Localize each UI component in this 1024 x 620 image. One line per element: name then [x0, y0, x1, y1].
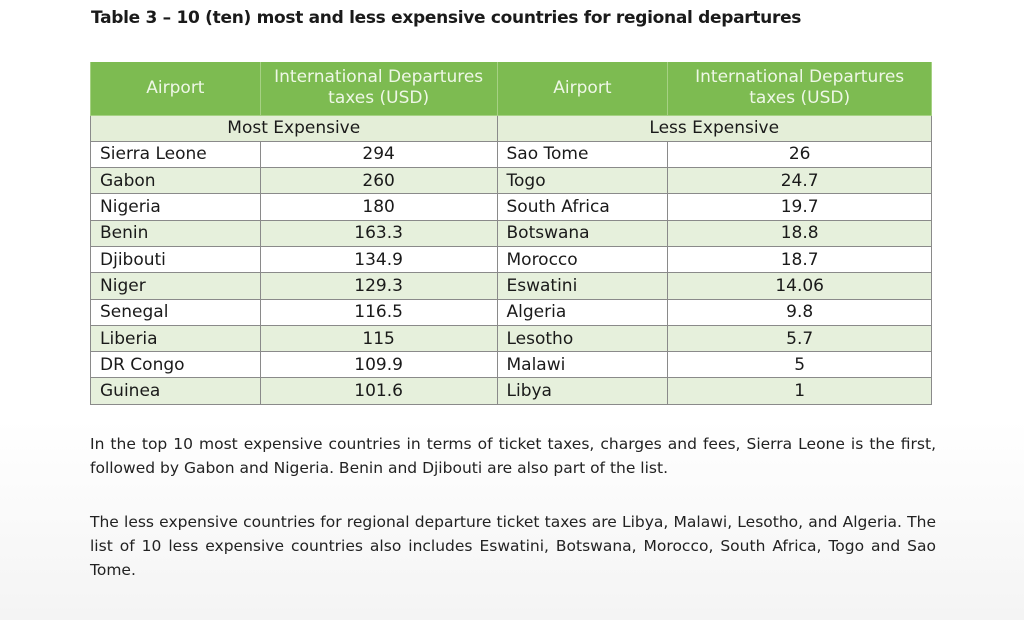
tax-most: 116.5 [259, 298, 498, 326]
tax-most: 180 [259, 193, 498, 221]
header-tax-right: International Departures taxes (USD) [667, 62, 932, 116]
tax-most: 294 [259, 140, 498, 169]
country-less: Sao Tome [496, 140, 669, 169]
header-tax-left: International Departures taxes (USD) [259, 62, 498, 116]
section-row: Most Expensive Less Expensive [90, 114, 932, 142]
country-less: Algeria [496, 298, 669, 326]
country-most: Senegal [90, 298, 261, 326]
header-row: Airport International Departures taxes (… [90, 62, 932, 116]
table-row: Gabon 260 Togo 24.7 [90, 167, 932, 195]
tax-less: 5.7 [667, 324, 932, 353]
country-less: Togo [496, 167, 669, 195]
table-row: Guinea 101.6 Libya 1 [90, 377, 932, 405]
header-airport-left: Airport [90, 62, 261, 116]
tax-less: 9.8 [667, 298, 932, 326]
country-most: Djibouti [90, 245, 261, 274]
country-most: Liberia [90, 324, 261, 353]
tax-less: 5 [667, 351, 932, 379]
country-less: Botswana [496, 219, 669, 247]
country-less: Eswatini [496, 272, 669, 300]
country-less: Morocco [496, 245, 669, 274]
country-less: Malawi [496, 351, 669, 379]
tax-less: 18.8 [667, 219, 932, 247]
table-title: Table 3 – 10 (ten) most and less expensi… [91, 8, 802, 28]
tax-less: 26 [667, 140, 932, 169]
paragraph-most-expensive: In the top 10 most expensive countries i… [90, 435, 936, 477]
tax-less: 14.06 [667, 272, 932, 300]
table-row: DR Congo 109.9 Malawi 5 [90, 351, 932, 379]
tax-less: 18.7 [667, 245, 932, 274]
country-most: Sierra Leone [90, 140, 261, 169]
country-most: Benin [90, 219, 261, 247]
paragraph-less-expensive: The less expensive countries for regiona… [90, 513, 936, 579]
country-most: Niger [90, 272, 261, 300]
tax-less: 1 [667, 377, 932, 405]
table-row: Nigeria 180 South Africa 19.7 [90, 193, 932, 221]
tax-less: 19.7 [667, 193, 932, 221]
section-most-expensive: Most Expensive [90, 114, 498, 142]
tax-less: 24.7 [667, 167, 932, 195]
table-row: Senegal 116.5 Algeria 9.8 [90, 298, 932, 326]
country-most: Gabon [90, 167, 261, 195]
table-row: Niger 129.3 Eswatini 14.06 [90, 272, 932, 300]
country-less: Libya [496, 377, 669, 405]
tax-most: 129.3 [259, 272, 498, 300]
tax-most: 101.6 [259, 377, 498, 405]
country-most: Guinea [90, 377, 261, 405]
country-less: South Africa [496, 193, 669, 221]
table-row: Benin 163.3 Botswana 18.8 [90, 219, 932, 247]
tax-most: 109.9 [259, 351, 498, 379]
table-row: Djibouti 134.9 Morocco 18.7 [90, 245, 932, 274]
header-airport-right: Airport [496, 62, 669, 116]
country-most: Nigeria [90, 193, 261, 221]
tax-most: 260 [259, 167, 498, 195]
table-row: Sierra Leone 294 Sao Tome 26 [90, 140, 932, 169]
table-row: Liberia 115 Lesotho 5.7 [90, 324, 932, 353]
section-less-expensive: Less Expensive [496, 114, 932, 142]
tax-most: 163.3 [259, 219, 498, 247]
tax-most: 134.9 [259, 245, 498, 274]
country-most: DR Congo [90, 351, 261, 379]
country-less: Lesotho [496, 324, 669, 353]
departure-taxes-table: Airport International Departures taxes (… [90, 62, 932, 405]
tax-most: 115 [259, 324, 498, 353]
